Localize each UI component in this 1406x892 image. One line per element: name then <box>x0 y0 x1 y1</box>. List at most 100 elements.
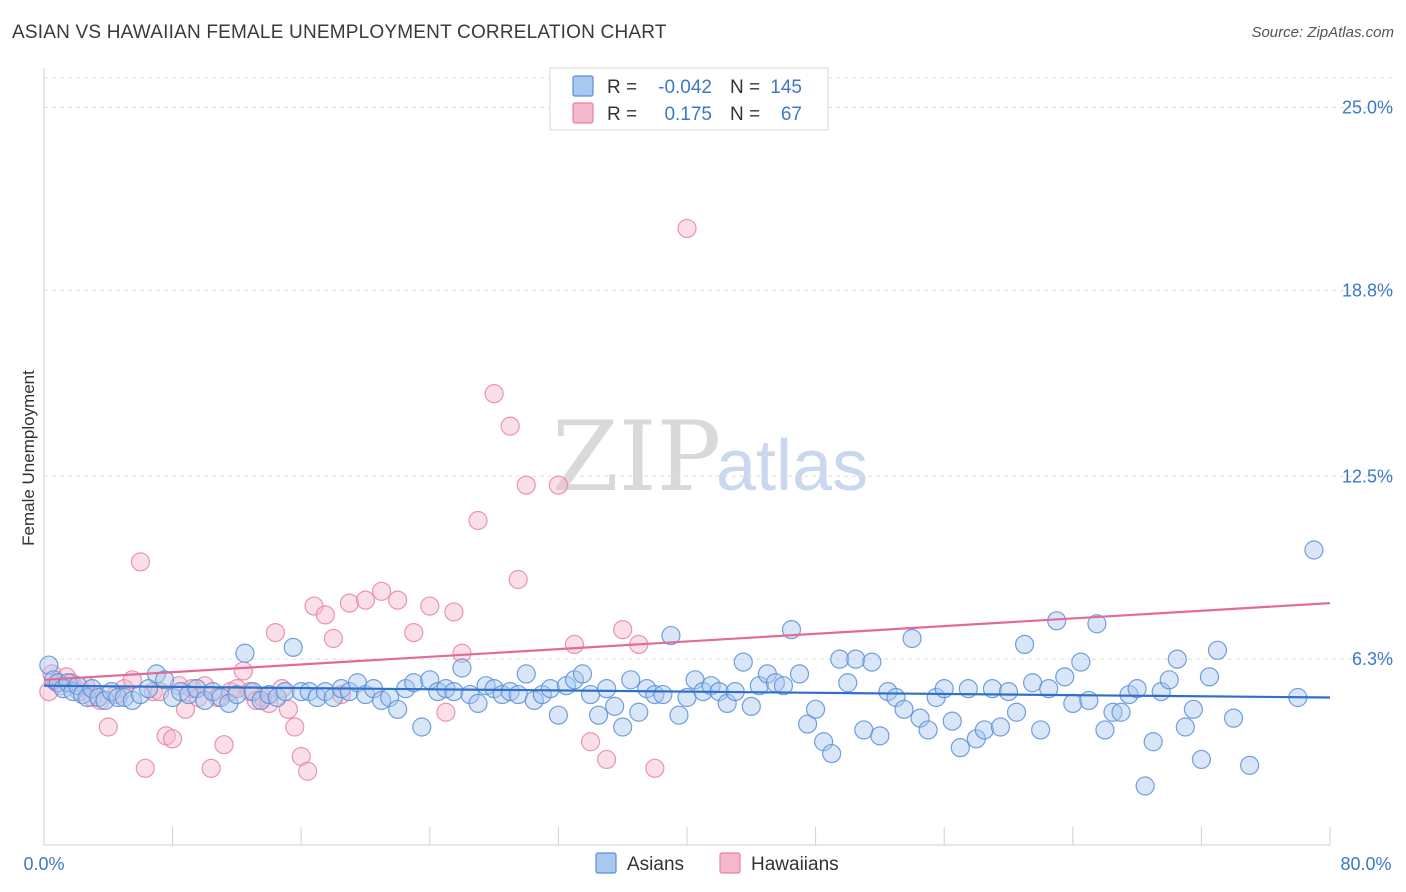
watermark-zip: ZIP <box>552 401 721 513</box>
grid-lines <box>44 77 1392 660</box>
asian-point-74 <box>597 679 617 699</box>
asian-point-19 <box>154 670 175 690</box>
asian-point-111 <box>894 699 914 719</box>
legend-swatch-asians <box>572 75 594 97</box>
legend-r-label-asians: R = <box>607 77 637 98</box>
y-axis-label: Female Unemployment <box>19 370 38 546</box>
tick-labels: 6.3% 12.5% 18.8% 25.0% 0.0% 80.0% <box>23 98 1393 875</box>
hawaiian-point-30 <box>233 661 253 681</box>
hawaiian-point-14 <box>130 552 151 572</box>
asian-point-150 <box>1207 640 1228 660</box>
top-legend-box <box>549 67 829 131</box>
asian-point-50 <box>404 673 424 693</box>
asian-point-92 <box>741 696 761 716</box>
hawaiian-point-51 <box>436 702 456 722</box>
asian-point-82 <box>661 625 681 646</box>
asian-point-117 <box>942 711 962 731</box>
asian-point-102 <box>822 743 842 764</box>
bottom-legend-asians: Asians <box>627 854 684 875</box>
hawaiian-point-48 <box>388 590 408 610</box>
asian-point-124 <box>998 681 1019 702</box>
data-points <box>39 218 1324 796</box>
asian-point-78 <box>629 702 649 722</box>
asian-point-145 <box>1167 649 1187 669</box>
asian-point-148 <box>1191 749 1212 770</box>
y-tick-label-3: 25.0% <box>1342 98 1393 118</box>
asian-point-48 <box>388 699 408 719</box>
axes <box>43 68 1331 846</box>
asian-point-129 <box>1039 679 1059 699</box>
hawaiian-point-50 <box>420 596 440 616</box>
hawaiian-point-47 <box>371 581 392 601</box>
asian-point-13 <box>108 687 128 708</box>
asian-point-142 <box>1143 732 1163 752</box>
asian-point-105 <box>846 649 866 669</box>
hawaiian-point-65 <box>645 758 665 778</box>
bottom-legend-hawaiians: Hawaiians <box>751 854 839 875</box>
asian-point-152 <box>1240 755 1260 775</box>
asian-point-64 <box>516 664 536 684</box>
legend-n-label-asians: N = <box>730 77 760 98</box>
asian-point-96 <box>773 676 794 696</box>
hawaiian-point-43 <box>323 628 343 649</box>
legend-r-label-hawaiians: R = <box>607 104 637 125</box>
asian-point-144 <box>1159 670 1179 690</box>
legend-swatch-hawaiians <box>572 102 594 124</box>
bottom-legend: Asians Hawaiians <box>595 852 839 875</box>
hawaiian-point-42 <box>315 605 335 625</box>
hawaiian-point-35 <box>265 622 286 643</box>
asian-point-77 <box>621 670 641 690</box>
asian-point-107 <box>862 652 882 672</box>
asian-point-51 <box>412 717 432 737</box>
asian-point-128 <box>1031 720 1051 740</box>
asian-point-68 <box>548 705 569 725</box>
asian-point-108 <box>870 726 890 746</box>
asian-point-83 <box>669 705 689 725</box>
trend-lines <box>43 602 1331 699</box>
asian-point-106 <box>854 720 874 740</box>
hawaiian-point-59 <box>548 475 569 495</box>
legend-n-value-hawaiians: 67 <box>781 104 802 125</box>
y-tick-label-1: 12.5% <box>1342 466 1393 486</box>
asian-point-73 <box>588 705 609 725</box>
asian-point-147 <box>1183 699 1203 719</box>
asian-point-138 <box>1111 702 1131 722</box>
hawaiian-point-63 <box>613 620 633 640</box>
asian-point-35 <box>283 637 303 657</box>
watermark-atlas: atlas <box>716 426 868 506</box>
hawaiian-point-54 <box>468 510 488 531</box>
hawaiian-point-66 <box>677 218 697 239</box>
asian-point-80 <box>645 684 665 705</box>
legend-r-value-asians: -0.042 <box>658 77 712 98</box>
hawaiian-point-46 <box>355 590 376 610</box>
hawaiian-point-19 <box>163 729 183 749</box>
asian-point-153 <box>1304 540 1324 560</box>
asian-point-34 <box>275 681 295 702</box>
hawaiian-point-52 <box>444 602 464 622</box>
legend-n-label-hawaiians: N = <box>730 104 760 125</box>
asian-point-58 <box>468 693 488 714</box>
bottom-legend-swatch-hawaiians <box>719 852 741 874</box>
asian-point-55 <box>444 681 464 702</box>
hawaiian-point-61 <box>580 732 601 752</box>
asian-point-98 <box>789 664 810 684</box>
legend-n-value-asians: 145 <box>770 77 802 98</box>
hawaiian-point-56 <box>500 416 520 436</box>
legend-r-value-hawaiians: 0.175 <box>664 104 712 125</box>
hawaiian-point-58 <box>516 475 536 495</box>
asian-point-131 <box>1055 667 1075 687</box>
asian-point-126 <box>1014 634 1035 655</box>
asian-point-135 <box>1087 614 1107 634</box>
asian-point-133 <box>1071 652 1091 672</box>
asian-point-100 <box>805 699 826 719</box>
top-legend: R = -0.042 N = 145 R = 0.175 N = 67 <box>549 67 829 131</box>
hawaiian-point-45 <box>339 593 360 613</box>
asian-point-28 <box>227 684 247 705</box>
asian-point-104 <box>838 673 858 693</box>
asian-point-71 <box>572 664 593 684</box>
asian-point-75 <box>605 696 625 716</box>
asian-point-125 <box>1006 702 1027 722</box>
asian-point-151 <box>1223 708 1244 728</box>
hawaiian-point-57 <box>508 569 528 590</box>
asian-point-140 <box>1127 679 1147 699</box>
